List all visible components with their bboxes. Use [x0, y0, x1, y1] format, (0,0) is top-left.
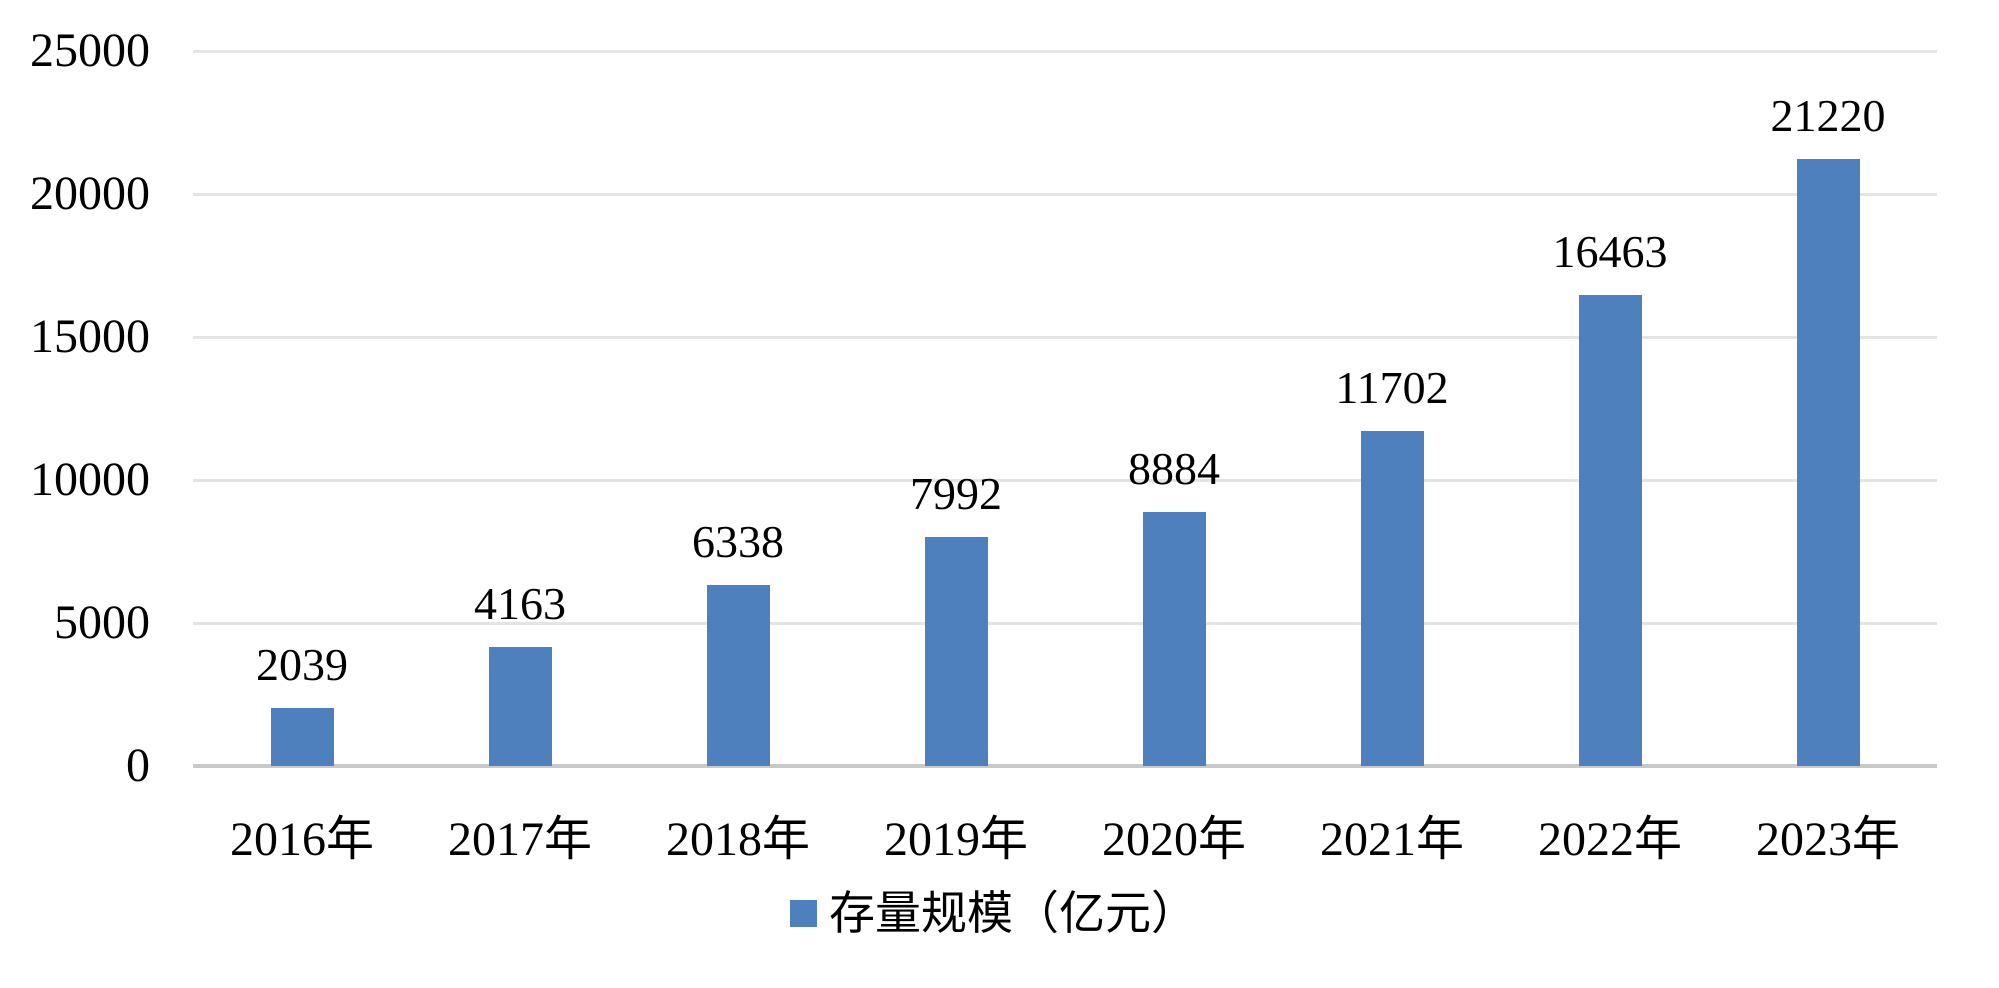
bar-value-label: 21220	[1770, 90, 1886, 141]
bar	[488, 647, 552, 766]
gridline	[193, 50, 1937, 53]
x-axis-tick-label: 2021年	[1319, 813, 1465, 866]
y-axis-tick-label: 25000	[30, 24, 150, 77]
x-axis-tick-label: 2022年	[1537, 813, 1683, 866]
x-axis-tick-label: 2016年	[229, 813, 375, 866]
legend-label: 存量规模（亿元）	[829, 888, 1197, 939]
y-axis-tick-label: 20000	[30, 167, 150, 220]
bar-value-label: 16463	[1552, 226, 1668, 277]
y-axis-tick-label: 15000	[30, 310, 150, 363]
bar	[706, 585, 770, 766]
gridline	[193, 193, 1937, 196]
bar-value-label: 7992	[910, 468, 1002, 519]
bar	[924, 537, 988, 766]
x-axis-tick-label: 2023年	[1755, 813, 1901, 866]
y-axis-tick-label: 5000	[54, 596, 150, 649]
bar-value-label: 2039	[256, 639, 348, 690]
y-axis-tick-label: 0	[126, 739, 150, 792]
bar-value-label: 8884	[1128, 443, 1220, 494]
gridline	[193, 336, 1937, 339]
bar-value-label: 4163	[474, 578, 566, 629]
x-axis-tick-label: 2018年	[665, 813, 811, 866]
legend-swatch-icon	[790, 900, 817, 927]
y-axis-tick-label: 10000	[30, 453, 150, 506]
bar	[270, 708, 334, 766]
x-axis-tick-label: 2019年	[883, 813, 1029, 866]
bar	[1142, 512, 1206, 766]
bar	[1360, 431, 1424, 766]
bar	[1578, 295, 1642, 766]
x-axis-line	[193, 764, 1937, 768]
bar-value-label: 11702	[1335, 362, 1449, 413]
gridline	[193, 479, 1937, 482]
bar	[1796, 159, 1860, 766]
bar-value-label: 6338	[692, 516, 784, 567]
x-axis-tick-label: 2017年	[447, 813, 593, 866]
x-axis-tick-label: 2020年	[1101, 813, 1247, 866]
gridline	[193, 622, 1937, 625]
legend: 存量规模（亿元）	[790, 886, 1197, 941]
